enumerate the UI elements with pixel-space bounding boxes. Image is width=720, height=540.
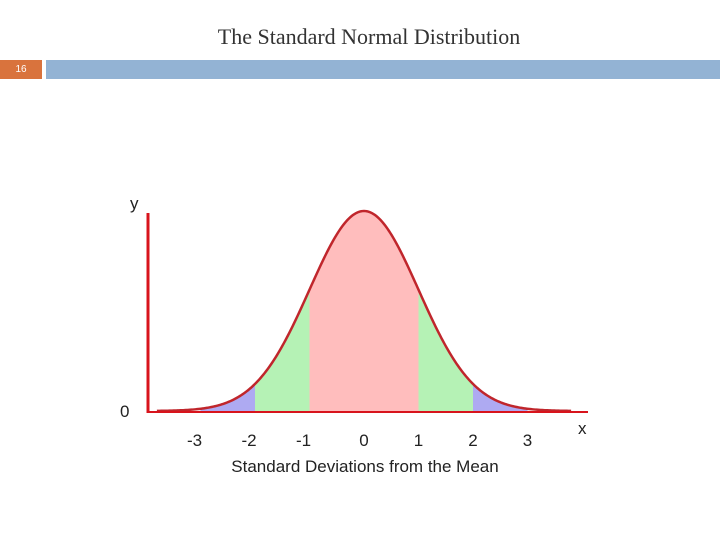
page-number: 16 [15,64,27,75]
region-4 [473,383,528,411]
page-number-badge: 16 [0,60,42,79]
header-bar [46,60,720,79]
slide-title: The Standard Normal Distribution [217,24,521,49]
x-axis-letter: x [578,419,587,438]
shaded-regions [200,211,528,411]
x-tick-label: 0 [359,431,368,450]
x-tick-label: -3 [187,431,202,450]
x-axis-title: Standard Deviations from the Mean [231,457,498,476]
x-tick-label: 1 [414,431,423,450]
density-curve [156,209,572,413]
x-tick-label: -2 [241,431,256,450]
region-2 [309,211,419,411]
region-0 [200,383,255,411]
y-axis-letter: y [130,194,139,213]
x-tick-label: 2 [468,431,477,450]
y-zero-label: 0 [120,402,129,421]
x-tick-labels: -3 -2 -1 0 1 2 3 [187,431,532,450]
x-tick-label: 3 [523,431,532,450]
x-tick-label: -1 [296,431,311,450]
